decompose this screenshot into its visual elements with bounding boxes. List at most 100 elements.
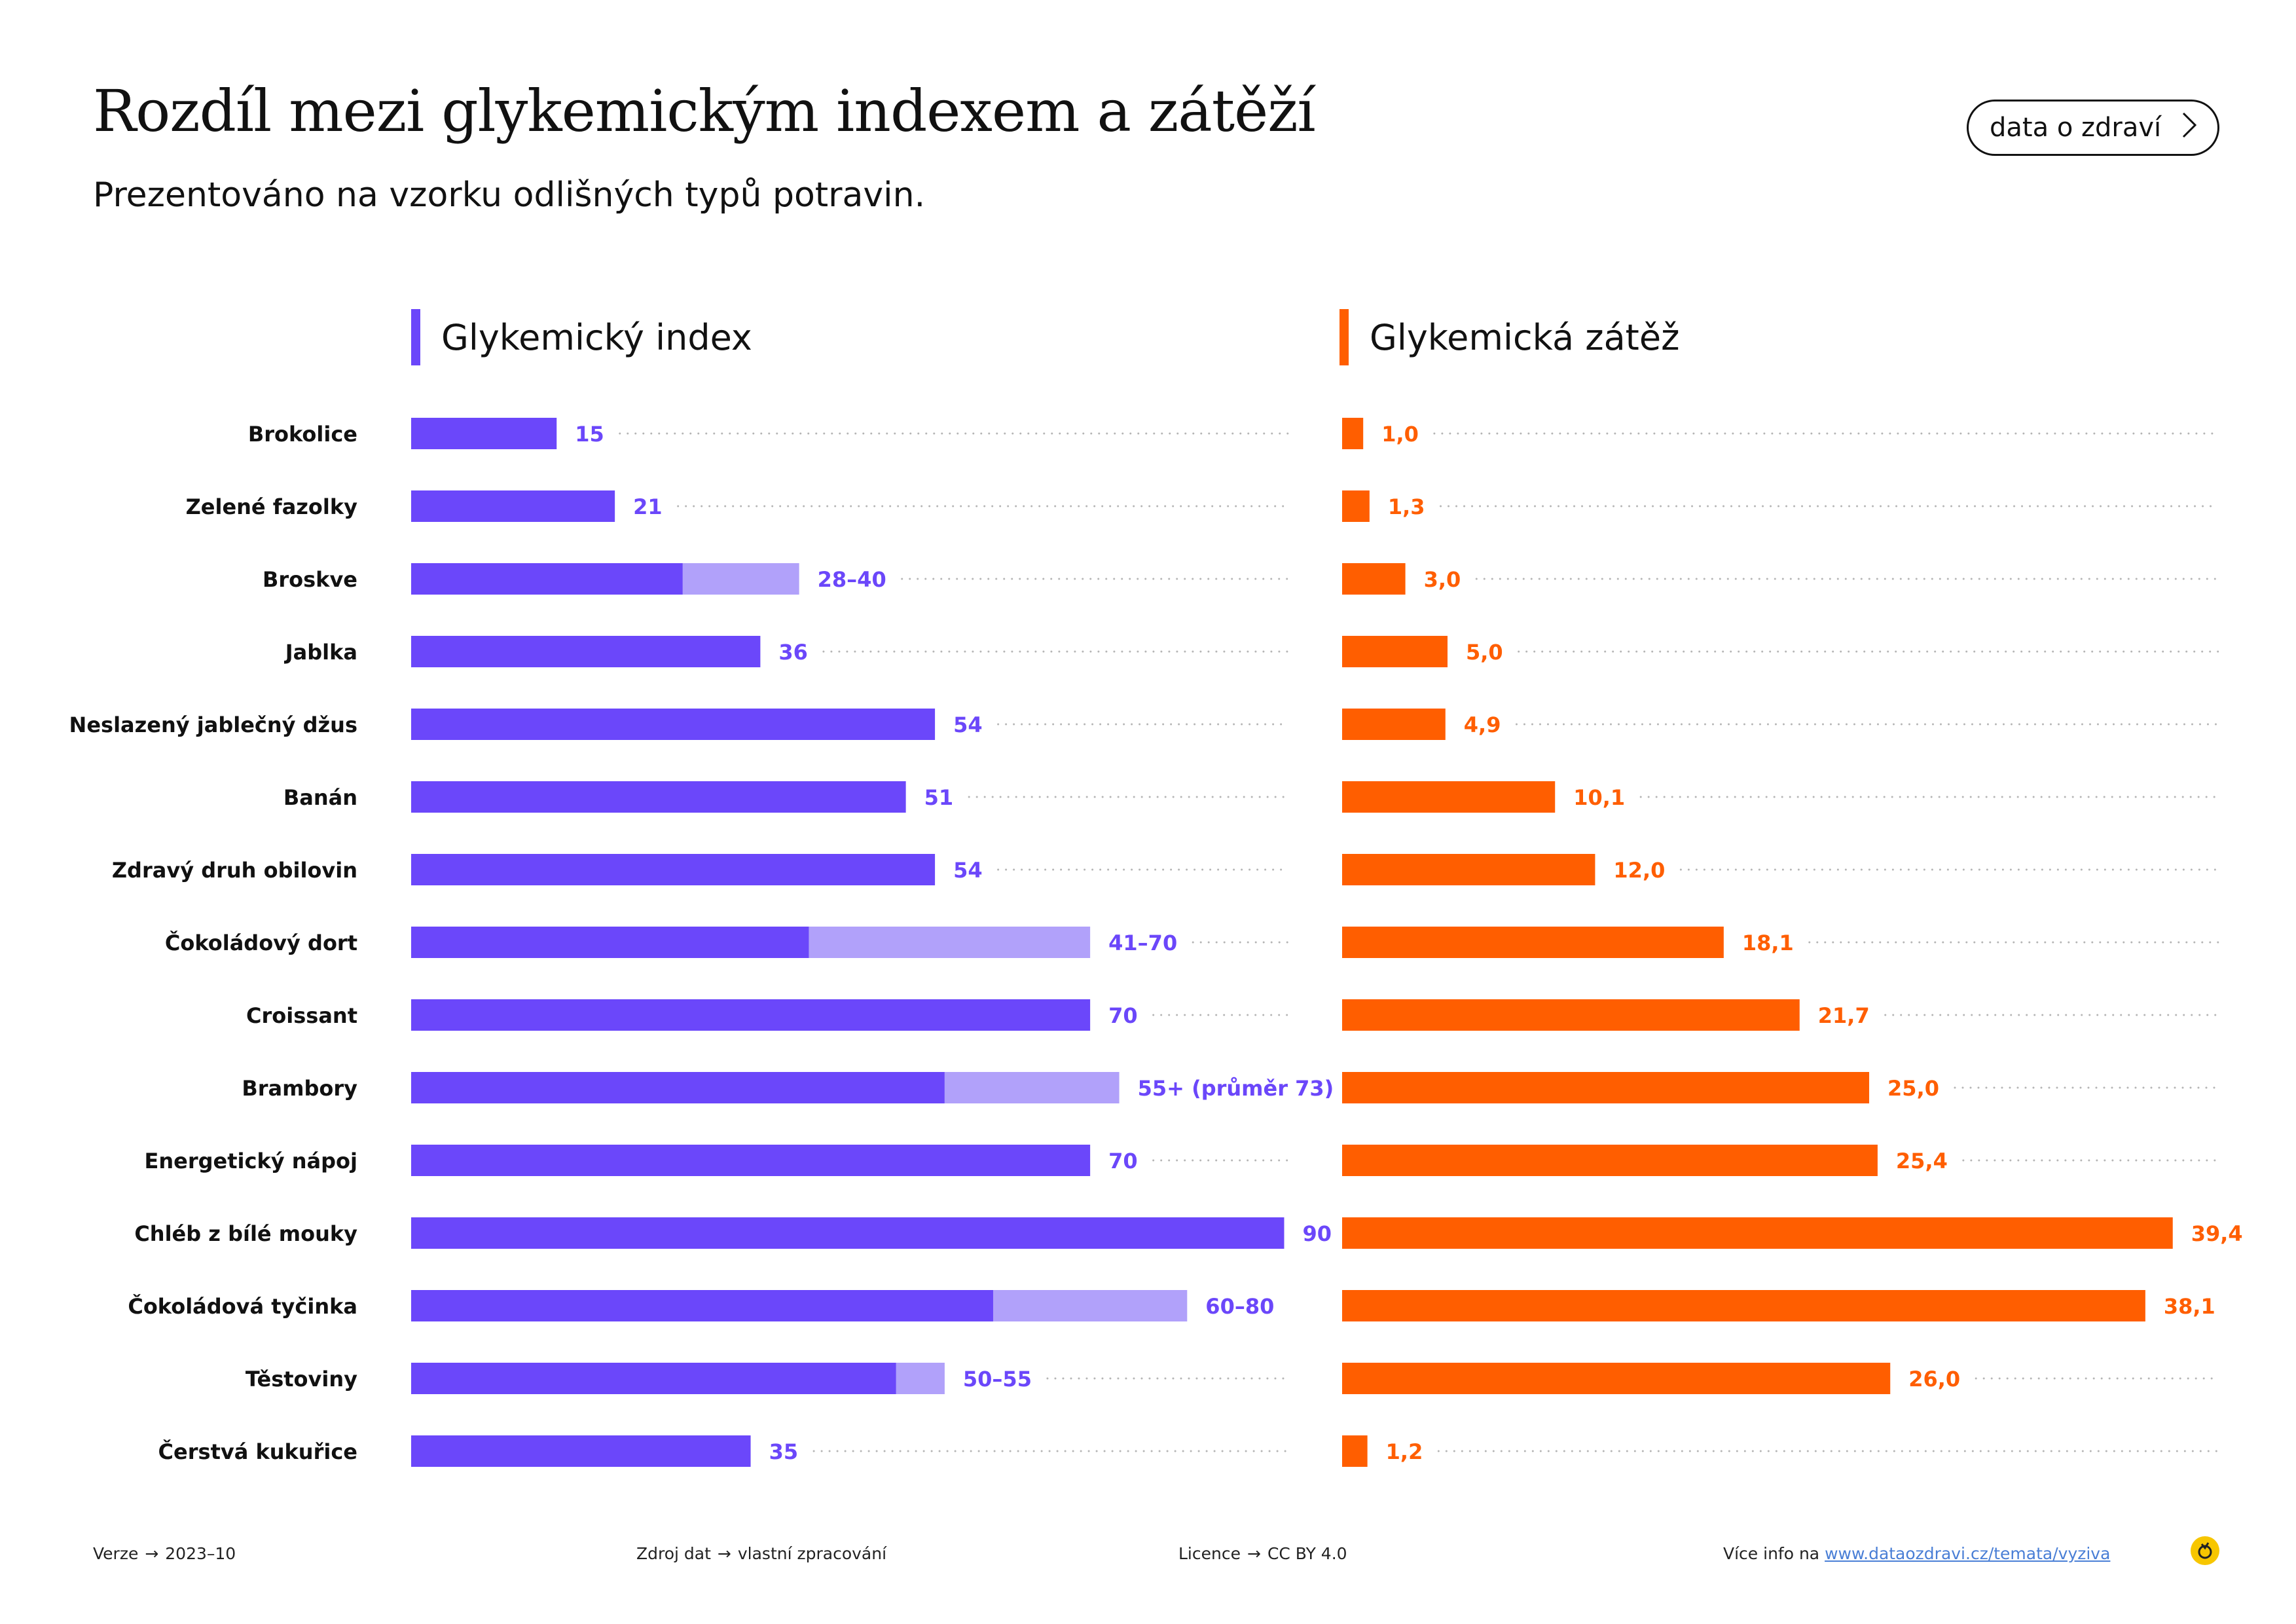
- gi-marker: [411, 309, 420, 365]
- gi-value-label: 54: [953, 858, 983, 883]
- gi-value-label: 70: [1108, 1003, 1138, 1028]
- gl-value-label: 1,3: [1388, 494, 1425, 519]
- gl-value-label: 4,9: [1464, 712, 1501, 737]
- category-label: Broskve: [263, 567, 357, 592]
- gi-bar: [411, 854, 936, 885]
- data-o-zdravi-button[interactable]: data o zdraví: [1967, 100, 2219, 156]
- gi-range-bar: [809, 927, 1091, 958]
- gi-value-label: 35: [769, 1439, 799, 1464]
- gi-bar: [411, 1290, 993, 1321]
- gl-value-label: 12,0: [1613, 858, 1665, 883]
- category-label: Čokoládová tyčinka: [128, 1293, 357, 1319]
- category-label: Croissant: [246, 1003, 357, 1028]
- gi-panel-title: Glykemický index: [441, 316, 752, 358]
- category-label: Neslazený jablečný džus: [69, 712, 357, 737]
- gl-bar: [1342, 490, 1370, 522]
- category-label: Energetický nápoj: [145, 1149, 357, 1173]
- gl-bar: [1342, 563, 1406, 595]
- gi-panel-header: Glykemický index: [411, 308, 752, 367]
- gi-bar: [411, 709, 936, 740]
- gl-bar: [1342, 927, 1724, 958]
- category-label: Banán: [283, 785, 357, 810]
- gi-value-label: 70: [1108, 1149, 1138, 1173]
- gl-value-label: 38,1: [2164, 1294, 2215, 1319]
- category-label: Brokolice: [248, 422, 357, 447]
- gi-value-label: 36: [778, 640, 808, 665]
- gl-value-label: 25,0: [1887, 1076, 1939, 1101]
- gi-bar: [411, 418, 557, 449]
- version-value: 2023–10: [165, 1544, 236, 1563]
- footer-license: Licence → CC BY 4.0: [1178, 1544, 1347, 1563]
- gl-bar: [1342, 1145, 1878, 1176]
- gi-bar: [411, 490, 615, 522]
- gi-bar: [411, 999, 1091, 1031]
- gi-value-label: 21: [633, 494, 663, 519]
- brand-logo-icon: [2191, 1536, 2219, 1565]
- gl-value-label: 10,1: [1573, 785, 1625, 810]
- category-label: Čokoládový dort: [165, 930, 357, 955]
- gi-value-label: 60–80: [1205, 1294, 1274, 1319]
- page-title: Rozdíl mezi glykemickým indexem a zátěží: [93, 77, 1316, 145]
- gi-value-label: 54: [953, 712, 983, 737]
- more-info-link[interactable]: www.dataozdravi.cz/temata/vyziva: [1825, 1544, 2111, 1563]
- source-label: Zdroj dat: [636, 1544, 711, 1563]
- gi-range-bar: [896, 1363, 945, 1394]
- gi-range-bar: [944, 1072, 1120, 1103]
- gl-value-label: 21,7: [1818, 1003, 1870, 1028]
- gi-value-label: 90: [1302, 1221, 1332, 1246]
- gl-panel-title: Glykemická zátěž: [1370, 316, 1680, 358]
- category-label: Zdravý druh obilovin: [112, 858, 357, 883]
- gl-value-label: 5,0: [1466, 640, 1503, 665]
- gl-bar: [1342, 418, 1364, 449]
- footer-source: Zdroj dat → vlastní zpracování: [636, 1544, 886, 1563]
- brand-button-label: data o zdraví: [1990, 113, 2162, 143]
- footer-more-info: Více info na www.dataozdravi.cz/temata/v…: [1723, 1544, 2110, 1563]
- gl-bar: [1342, 854, 1595, 885]
- category-label: Zelené fazolky: [186, 494, 358, 519]
- gi-bar: [411, 1072, 945, 1103]
- gl-value-label: 26,0: [1908, 1367, 1960, 1392]
- gl-marker: [1339, 309, 1349, 365]
- gl-value-label: 1,0: [1381, 422, 1419, 447]
- category-label: Jablka: [284, 640, 357, 665]
- gl-bar: [1342, 636, 1448, 667]
- gi-value-label: 41–70: [1108, 931, 1177, 955]
- gi-bar: [411, 1145, 1091, 1176]
- license-value: CC BY 4.0: [1267, 1544, 1347, 1563]
- gl-bar: [1342, 999, 1800, 1031]
- gi-bar: [411, 1363, 896, 1394]
- gi-bar: [411, 1217, 1285, 1249]
- gl-value-label: 39,4: [2191, 1221, 2243, 1246]
- gl-value-label: 1,2: [1386, 1439, 1423, 1464]
- chart-area: Brokolice 15 1,0 Zelené fazolky 21 1,3 Broskve…: [69, 418, 2243, 1467]
- gl-panel-header: Glykemická zátěž: [1339, 308, 1679, 367]
- gi-value-label: 50–55: [963, 1367, 1032, 1392]
- gl-value-label: 18,1: [1742, 931, 1794, 955]
- gi-value-label: 51: [924, 785, 954, 810]
- gl-value-label: 3,0: [1424, 567, 1461, 592]
- gl-bar: [1342, 1072, 1870, 1103]
- arrow-right-icon: →: [1247, 1544, 1261, 1563]
- category-label: Těstoviny: [246, 1367, 357, 1392]
- gl-bar: [1342, 781, 1556, 813]
- gl-bar: [1342, 1290, 2145, 1321]
- gl-bar: [1342, 1435, 1368, 1467]
- gi-range-bar: [993, 1290, 1188, 1321]
- gi-value-label: 15: [575, 422, 604, 447]
- gi-range-bar: [682, 563, 799, 595]
- gi-bar: [411, 636, 761, 667]
- gi-value-label: 55+ (průměr 73): [1138, 1076, 1334, 1101]
- gl-bar: [1342, 1363, 1891, 1394]
- page-subtitle: Prezentováno na vzorku odlišných typů po…: [93, 175, 926, 215]
- more-info-label: Více info na: [1723, 1544, 1820, 1563]
- category-label: Čerstvá kukuřice: [158, 1439, 357, 1464]
- gi-bar: [411, 781, 906, 813]
- chevron-right-icon: [2181, 111, 2198, 145]
- gi-bar: [411, 1435, 751, 1467]
- gi-bar: [411, 927, 809, 958]
- license-label: Licence: [1178, 1544, 1241, 1563]
- gl-bar: [1342, 709, 1446, 740]
- gi-bar: [411, 563, 683, 595]
- arrow-right-icon: →: [717, 1544, 731, 1563]
- category-label: Brambory: [242, 1076, 357, 1101]
